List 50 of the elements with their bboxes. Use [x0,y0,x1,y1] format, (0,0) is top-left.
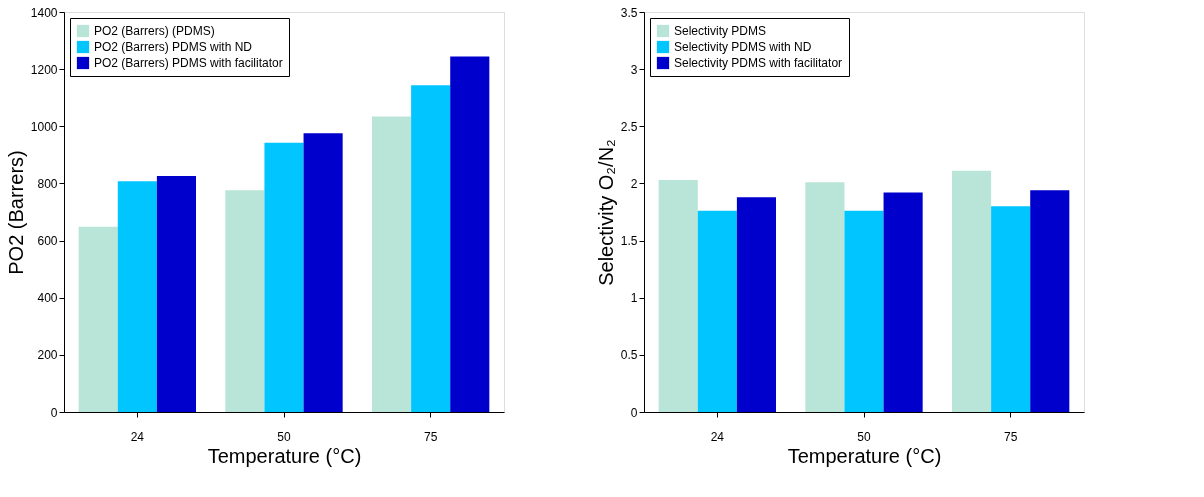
bar [78,226,118,412]
y-tick-label: 800 [37,176,58,191]
x-tick-label: 24 [710,429,725,444]
bar [991,206,1031,412]
legend-label: Selectivity PDMS with facilitator [674,56,843,70]
y-tick-label: 3 [630,62,638,77]
y-tick-label: 0 [630,405,638,420]
bar [117,181,157,412]
bar [303,133,343,412]
legend-label: Selectivity PDMS with ND [674,40,812,54]
x-axis-title: Temperature (°C) [207,444,362,467]
x-tick-label: 75 [423,429,438,444]
y-tick-label: 200 [37,348,58,363]
legend-label: PO2 (Barrers) PDMS with facilitator [94,56,283,70]
bar [156,176,196,412]
y-tick-label: 1200 [30,62,58,77]
y-tick-label: 1.5 [620,234,638,249]
bar [844,210,884,412]
y-tick-label: 0.5 [620,348,638,363]
y-axis-title: PO2 (Barrers) [4,150,27,275]
bar [372,116,412,412]
y-tick-label: 0 [50,405,58,420]
bar [736,197,776,412]
bar [952,170,992,412]
x-tick-label: 24 [130,429,145,444]
y-tick-label: 400 [37,291,58,306]
x-tick-label: 75 [1003,429,1018,444]
bar [264,142,304,412]
bar [805,182,845,412]
x-tick-label: 50 [277,429,291,444]
bar [450,56,490,412]
y-tick-label: 2 [630,176,638,191]
y-tick-label: 2.5 [620,119,638,134]
bar [411,85,451,412]
y-tick-label: 1400 [30,5,58,20]
bar [658,180,698,412]
y-tick-label: 3.5 [620,5,638,20]
y-tick-label: 1 [630,291,638,306]
x-axis-title: Temperature (°C) [787,444,942,467]
y-axis-title: Selectivity O₂/N₂ [594,139,617,286]
x-tick-label: 50 [857,429,871,444]
bar [883,192,923,412]
y-tick-label: 1000 [30,119,58,134]
y-tick-label: 600 [37,234,58,249]
bar [225,190,265,412]
bar [1030,190,1070,412]
legend-label: PO2 (Barrers) (PDMS) [94,24,215,38]
bar [697,210,737,412]
legend-label: Selectivity PDMS [674,24,767,38]
legend-label: PO2 (Barrers) PDMS with ND [94,40,253,54]
